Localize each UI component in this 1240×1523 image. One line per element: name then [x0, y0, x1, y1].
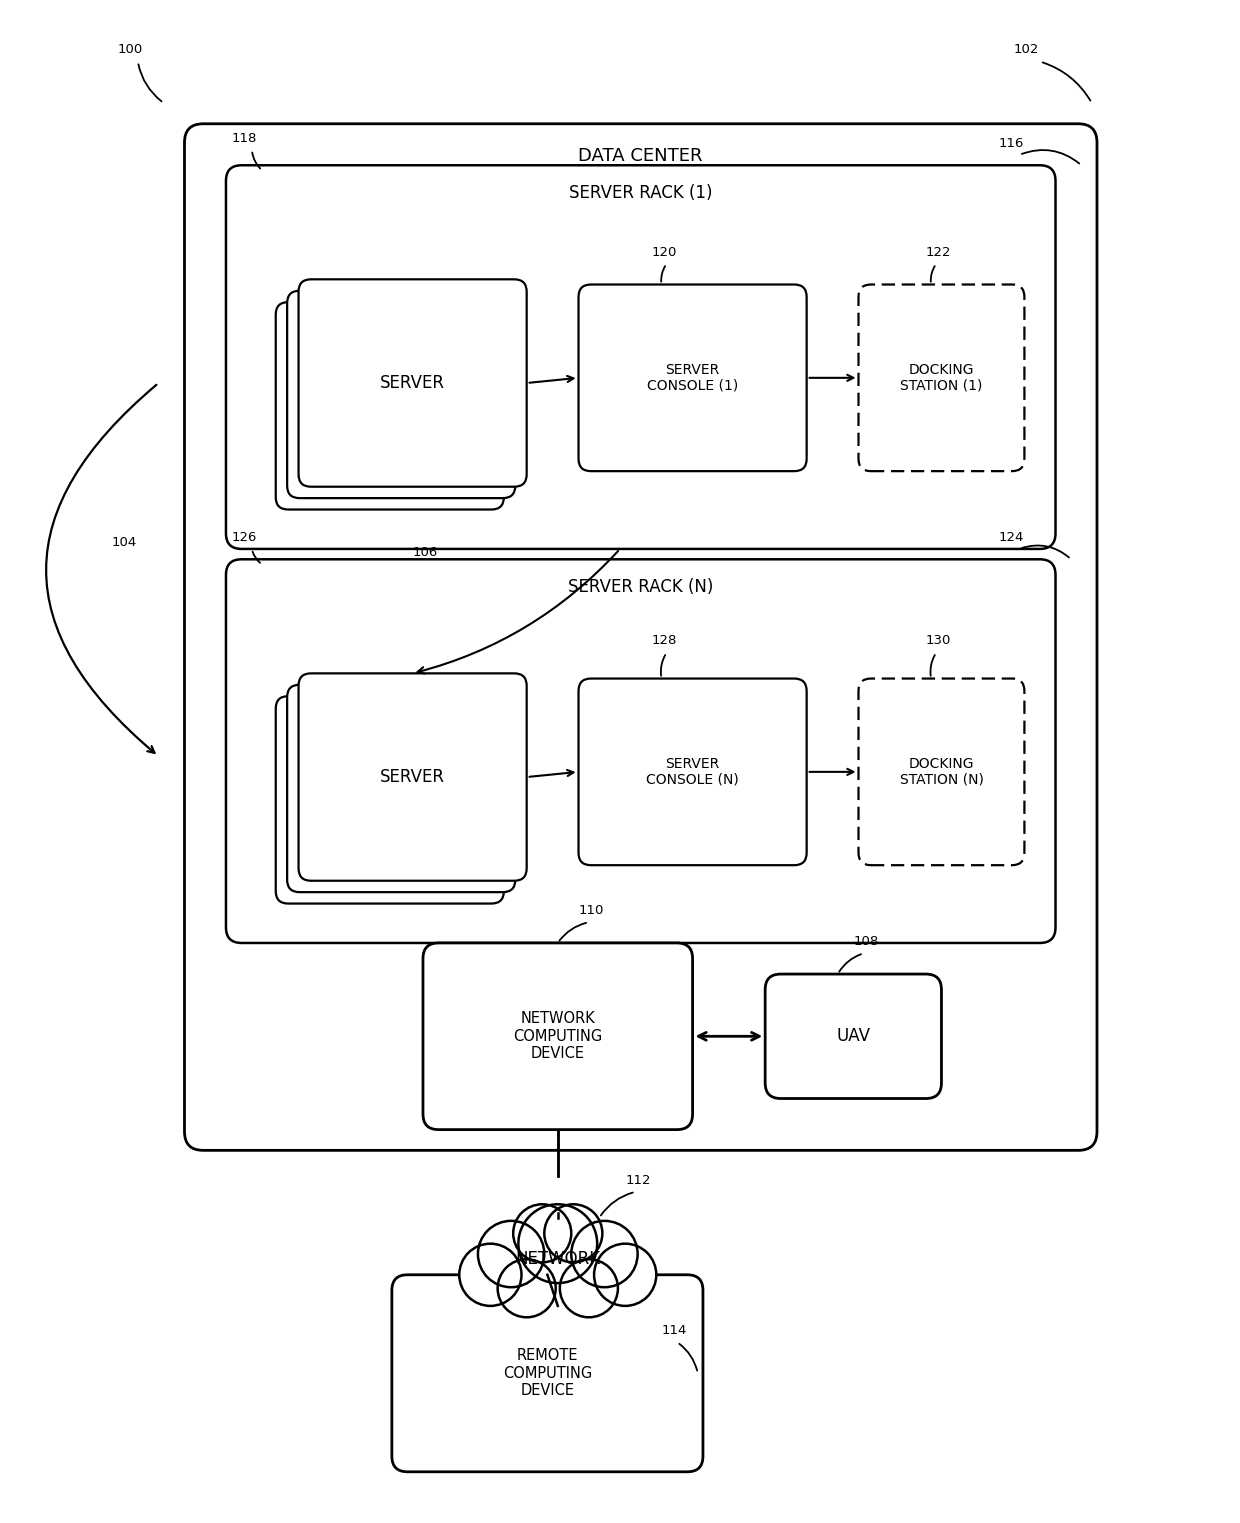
Text: 122: 122	[926, 245, 951, 259]
Text: 124: 124	[998, 530, 1024, 544]
Circle shape	[559, 1260, 618, 1317]
Circle shape	[572, 1221, 637, 1287]
FancyBboxPatch shape	[275, 696, 503, 903]
Circle shape	[594, 1244, 656, 1305]
Text: DOCKING
STATION (N): DOCKING STATION (N)	[899, 757, 983, 787]
Text: 104: 104	[112, 536, 138, 548]
FancyBboxPatch shape	[858, 679, 1024, 865]
FancyBboxPatch shape	[392, 1275, 703, 1471]
Text: 102: 102	[1014, 43, 1039, 56]
Text: 114: 114	[661, 1323, 687, 1337]
Text: UAV: UAV	[836, 1028, 870, 1045]
Text: 106: 106	[413, 547, 438, 559]
Text: SERVER
CONSOLE (N): SERVER CONSOLE (N)	[646, 757, 739, 787]
Text: REMOTE
COMPUTING
DEVICE: REMOTE COMPUTING DEVICE	[502, 1348, 591, 1398]
Text: 112: 112	[625, 1174, 651, 1186]
Text: NETWORK: NETWORK	[516, 1250, 600, 1269]
FancyBboxPatch shape	[858, 285, 1024, 471]
Text: DOCKING
STATION (1): DOCKING STATION (1)	[900, 362, 982, 393]
Text: 110: 110	[579, 905, 604, 917]
Text: DATA CENTER: DATA CENTER	[579, 146, 703, 164]
FancyBboxPatch shape	[288, 291, 516, 498]
FancyBboxPatch shape	[579, 679, 807, 865]
FancyBboxPatch shape	[226, 166, 1055, 548]
FancyBboxPatch shape	[299, 673, 527, 880]
Circle shape	[544, 1205, 603, 1263]
Text: SERVER: SERVER	[381, 375, 445, 391]
FancyBboxPatch shape	[226, 559, 1055, 943]
Text: 126: 126	[231, 530, 257, 544]
Text: 130: 130	[926, 635, 951, 647]
Text: SERVER RACK (1): SERVER RACK (1)	[569, 184, 713, 203]
FancyBboxPatch shape	[423, 943, 693, 1130]
Text: 118: 118	[231, 131, 257, 145]
FancyBboxPatch shape	[288, 685, 516, 892]
FancyBboxPatch shape	[185, 123, 1097, 1150]
FancyBboxPatch shape	[765, 975, 941, 1098]
Text: 116: 116	[998, 137, 1024, 149]
Circle shape	[459, 1244, 522, 1305]
Text: 100: 100	[117, 43, 143, 56]
Circle shape	[477, 1221, 544, 1287]
Text: SERVER: SERVER	[381, 768, 445, 786]
Text: 120: 120	[651, 245, 677, 259]
Text: 108: 108	[853, 935, 879, 949]
Circle shape	[518, 1205, 598, 1282]
FancyBboxPatch shape	[579, 285, 807, 471]
FancyBboxPatch shape	[275, 302, 503, 510]
FancyBboxPatch shape	[299, 279, 527, 487]
Circle shape	[513, 1205, 572, 1263]
Text: SERVER RACK (N): SERVER RACK (N)	[568, 577, 713, 595]
Text: 128: 128	[651, 635, 677, 647]
Circle shape	[497, 1260, 556, 1317]
Text: SERVER
CONSOLE (1): SERVER CONSOLE (1)	[647, 362, 738, 393]
Text: NETWORK
COMPUTING
DEVICE: NETWORK COMPUTING DEVICE	[513, 1011, 603, 1062]
